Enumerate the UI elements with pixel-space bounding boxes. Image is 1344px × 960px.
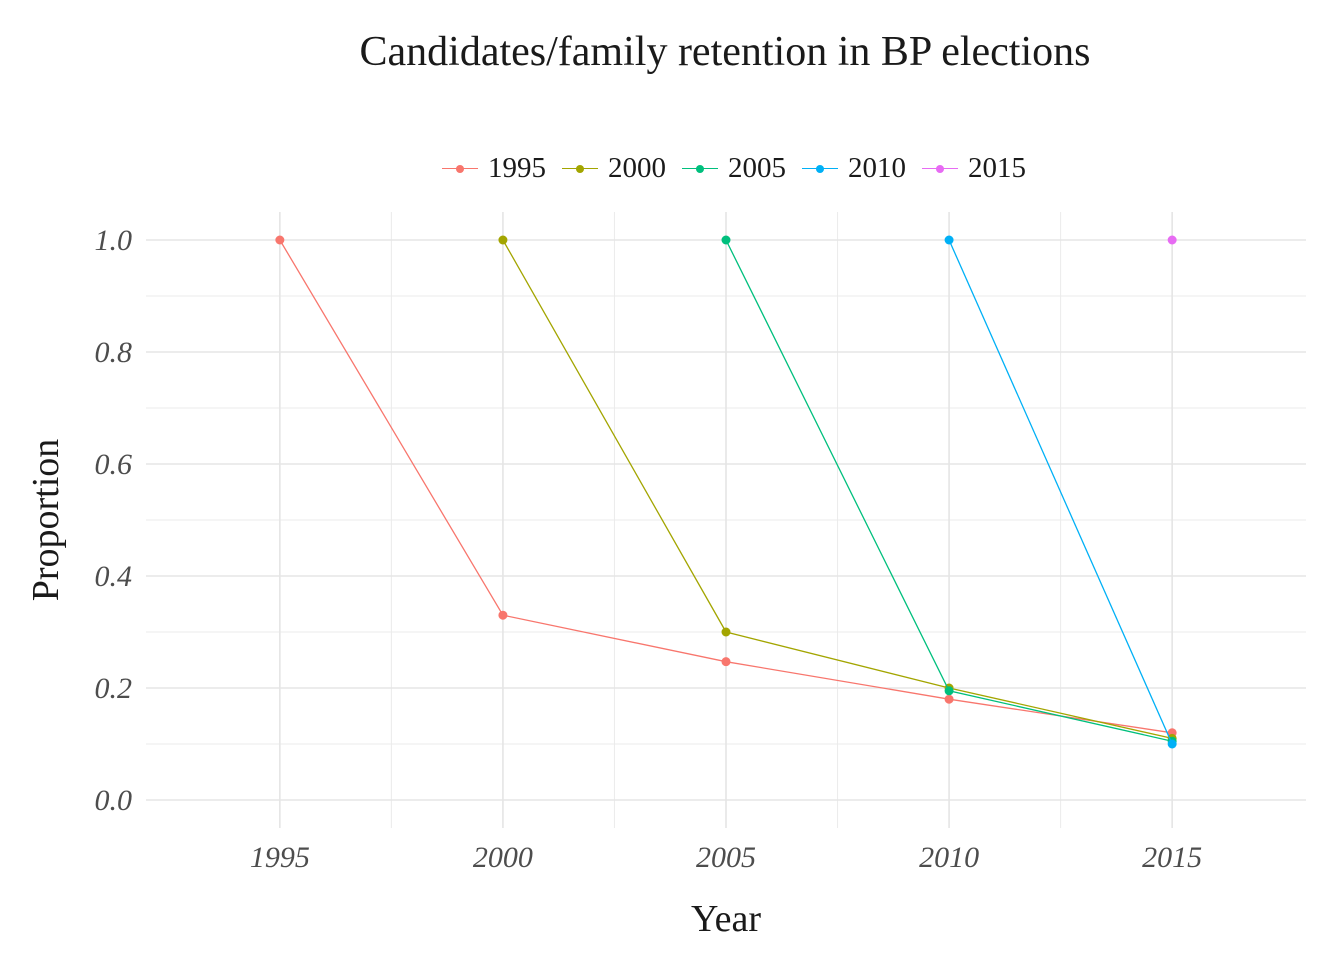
legend-key <box>800 159 840 179</box>
legend-key <box>920 159 960 179</box>
x-tick-label: 2005 <box>696 841 756 874</box>
data-point <box>1167 739 1177 749</box>
series-2015 <box>1167 235 1177 245</box>
series-layer <box>275 235 1177 749</box>
legend-item-2015: 2015 <box>920 152 1026 185</box>
legend-label: 2000 <box>608 152 666 184</box>
legend-label: 2010 <box>848 152 906 184</box>
series-2010 <box>944 235 1177 749</box>
data-point <box>275 235 285 245</box>
y-tick-label: 0.2 <box>95 672 133 705</box>
legend-item-2000: 2000 <box>560 152 666 185</box>
y-tick-label: 1.0 <box>95 224 133 257</box>
legend-key <box>680 159 720 179</box>
y-tick-label: 0.4 <box>95 560 133 593</box>
tick-labels: 0.0 0.2 0.4 0.6 0.8 1.0 1995 2000 2005 2010 2015 <box>95 224 1203 874</box>
data-point <box>1167 235 1177 245</box>
x-tick-label: 2000 <box>473 841 533 874</box>
legend-item-2005: 2005 <box>680 152 786 185</box>
x-tick-label: 2015 <box>1142 841 1202 874</box>
y-tick-label: 0.0 <box>95 784 133 817</box>
x-tick-label: 2010 <box>919 841 979 874</box>
data-point <box>721 657 731 667</box>
data-point <box>498 235 508 245</box>
series-line <box>502 239 1173 740</box>
gridlines <box>146 212 1306 828</box>
data-point <box>721 235 731 245</box>
legend: 1995 2000 2005 2010 2015 <box>0 152 1344 185</box>
data-point <box>498 610 508 620</box>
data-point <box>721 627 731 637</box>
y-tick-label: 0.6 <box>95 448 133 481</box>
series-line <box>948 239 1173 745</box>
data-point <box>944 686 954 696</box>
legend-label: 2005 <box>728 152 786 184</box>
legend-key <box>440 159 480 179</box>
legend-label: 2015 <box>968 152 1026 184</box>
legend-item-2010: 2010 <box>800 152 906 185</box>
data-point <box>944 235 954 245</box>
y-axis-title: Proportion <box>25 439 67 602</box>
legend-label: 1995 <box>488 152 546 184</box>
x-tick-label: 1995 <box>250 841 310 874</box>
data-point <box>944 694 954 704</box>
y-tick-label: 0.8 <box>95 336 133 369</box>
legend-item-1995: 1995 <box>440 152 546 185</box>
legend-key <box>560 159 600 179</box>
chart-title: Candidates/family retention in BP electi… <box>359 29 1091 75</box>
x-axis-title: Year <box>691 898 761 940</box>
